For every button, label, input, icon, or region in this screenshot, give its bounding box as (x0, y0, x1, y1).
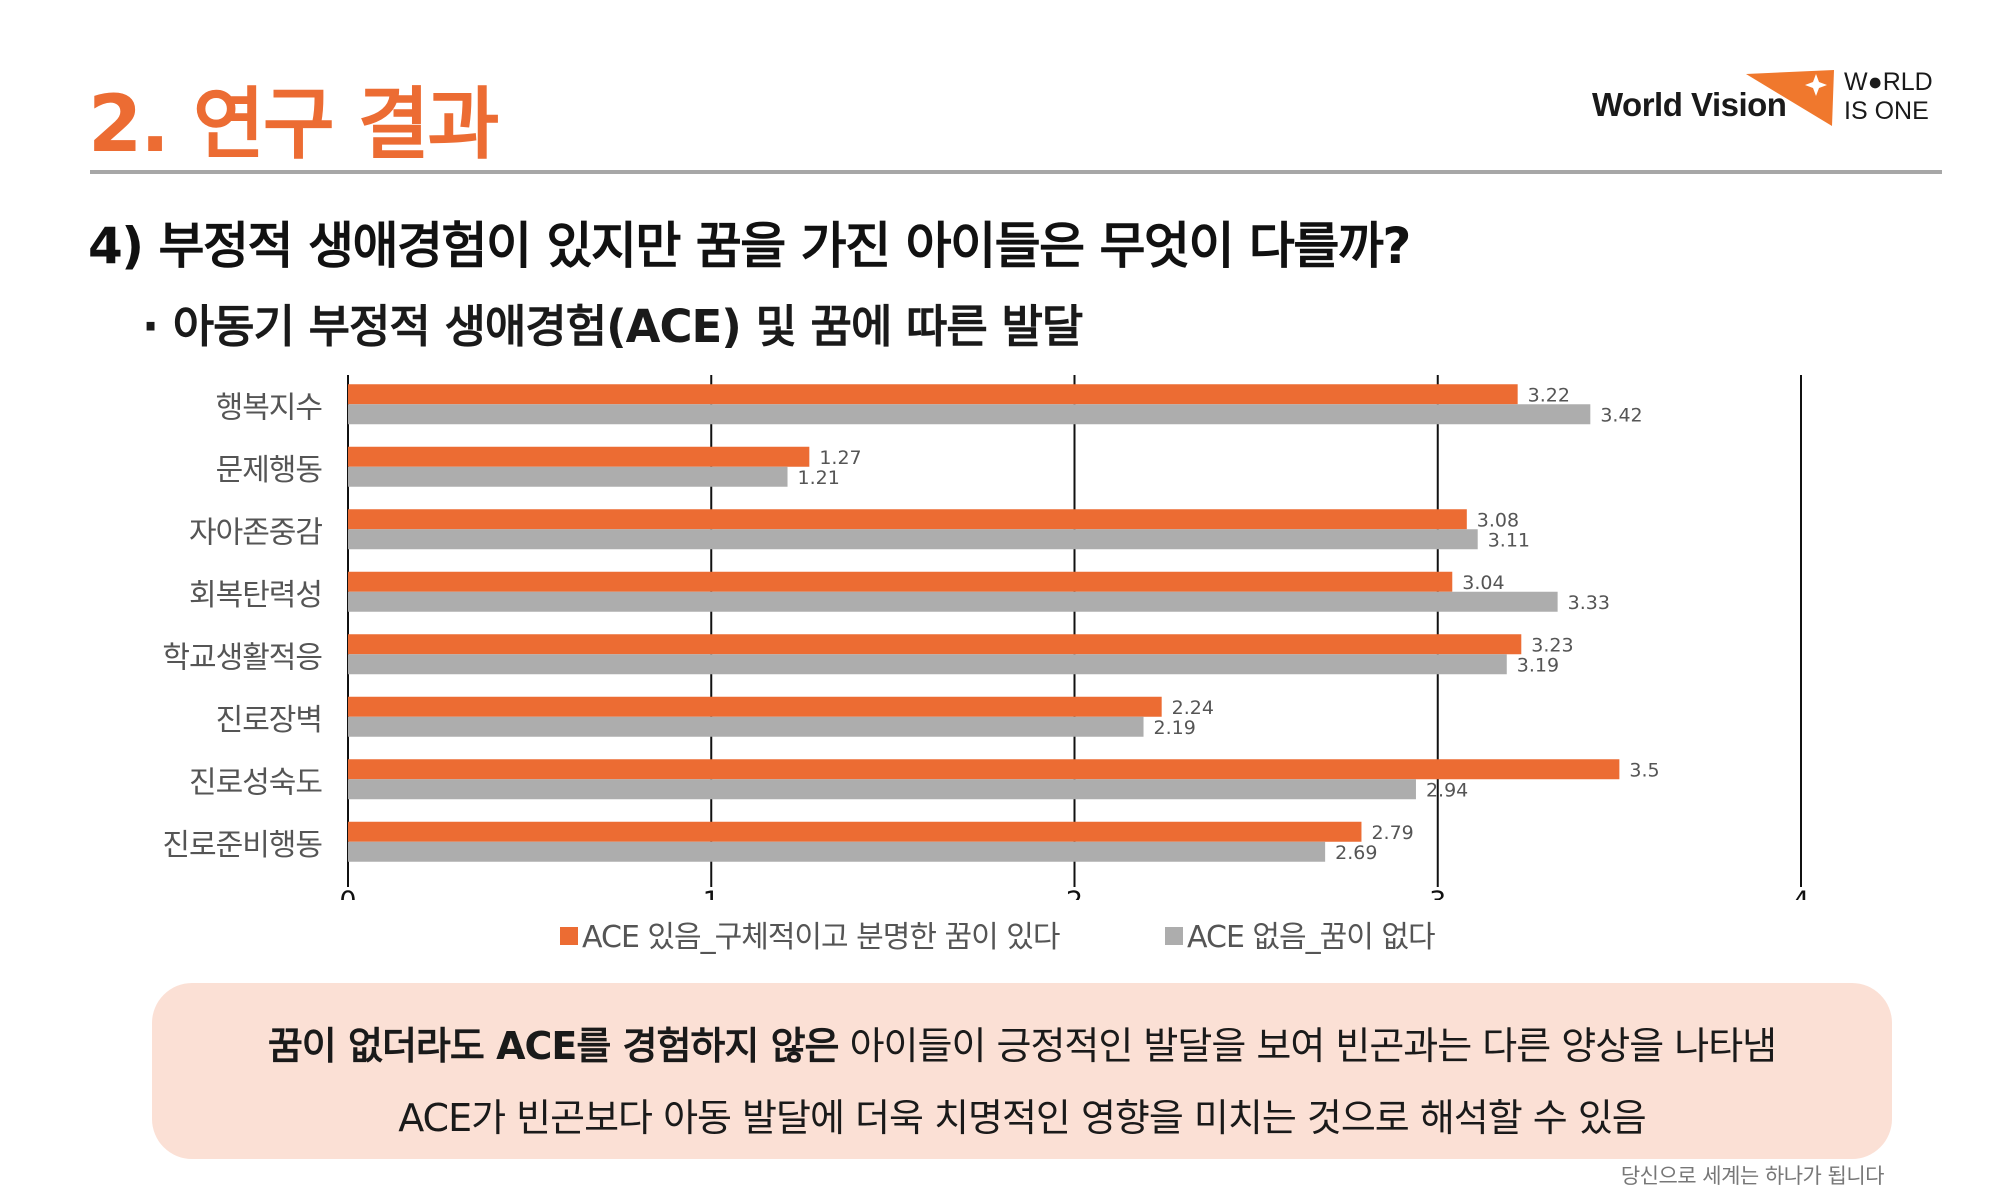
bar-no-ace-no-dream (348, 466, 788, 487)
category-label: 진로성숙도 (189, 765, 322, 800)
bar-no-ace-no-dream (348, 779, 1416, 800)
bar-ace-with-dream (348, 384, 1518, 405)
data-label: 3.04 (1462, 572, 1504, 594)
conclusion-highlight: 꿈이 없더라도 ACE를 경험하지 않은 (267, 1024, 840, 1068)
bar-ace-with-dream (348, 696, 1162, 717)
brand-tagline: W●RLD IS ONE (1844, 68, 1933, 126)
bar-ace-with-dream (348, 571, 1453, 592)
category-label: 행복지수 (216, 390, 322, 425)
legend-label: ACE 있음_구체적이고 분명한 꿈이 있다 (582, 920, 1060, 955)
bar-chart: 01234행복지수3.223.42문제행동1.271.21자아존중감3.083.… (162, 375, 1810, 900)
legend-swatch-gray (1165, 927, 1183, 945)
x-tick-label: 4 (1792, 886, 1809, 900)
bar-ace-with-dream (348, 634, 1522, 655)
data-label: 2.69 (1335, 842, 1377, 864)
conclusion-text: 아이들이 긍정적인 발달을 보여 빈곤과는 다른 양상을 나타냄 (838, 1024, 1778, 1068)
data-label: 3.5 (1629, 759, 1659, 781)
brand-name: World Vision (1592, 86, 1787, 123)
brand-tagline-world: W●RLD (1844, 68, 1933, 96)
data-label: 3.33 (1568, 592, 1610, 614)
footer-slogan: 당신으로 세계는 하나가 됩니다 (1620, 1164, 1885, 1188)
conclusion-line-2: ACE가 빈곤보다 아동 발달에 더욱 치명적인 영향을 미치는 것으로 해석할… (398, 1096, 1647, 1140)
bar-ace-with-dream (348, 446, 810, 467)
x-tick-label: 0 (339, 886, 356, 900)
category-label: 자아존중감 (189, 515, 322, 550)
bar-ace-with-dream (348, 759, 1620, 780)
bar-no-ace-no-dream (348, 716, 1144, 737)
data-label: 2.19 (1154, 717, 1196, 739)
x-tick-label: 3 (1429, 886, 1446, 900)
data-label: 2.94 (1426, 779, 1468, 801)
section-title: 2. 연구 결과 (88, 80, 499, 170)
bar-ace-with-dream (348, 509, 1467, 530)
data-label: 3.23 (1531, 634, 1573, 656)
conclusion-box: 꿈이 없더라도 ACE를 경험하지 않은 아이들이 긍정적인 발달을 보여 빈곤… (152, 983, 1892, 1159)
category-label: 학교생활적응 (162, 640, 322, 675)
header-divider (90, 170, 1942, 174)
bar-no-ace-no-dream (348, 841, 1326, 862)
data-label: 3.22 (1528, 384, 1570, 406)
bar-no-ace-no-dream (348, 404, 1591, 425)
x-tick-label: 2 (1066, 886, 1083, 900)
data-label: 3.08 (1477, 509, 1519, 531)
slide-question: 4) 부정적 생애경험이 있지만 꿈을 가진 아이들은 무엇이 다를까? (88, 217, 1411, 275)
category-label: 진로준비행동 (162, 828, 322, 863)
legend-label: ACE 없음_꿈이 없다 (1187, 920, 1436, 955)
data-label: 1.27 (819, 447, 861, 469)
category-label: 문제행동 (216, 453, 323, 488)
bar-no-ace-no-dream (348, 591, 1558, 612)
legend-item-ace-with-dream: ACE 있음_구체적이고 분명한 꿈이 있다 (560, 912, 1060, 956)
legend-swatch-orange (560, 927, 578, 945)
chart-subtitle: · 아동기 부정적 생애경험(ACE) 및 꿈에 따른 발달 (142, 300, 1083, 353)
star-flag-icon (1746, 70, 1834, 126)
data-label: 2.24 (1172, 697, 1214, 719)
bar-no-ace-no-dream (348, 654, 1507, 675)
legend-item-no-ace-no-dream: ACE 없음_꿈이 없다 (1165, 912, 1436, 956)
bar-no-ace-no-dream (348, 529, 1478, 550)
category-label: 회복탄력성 (189, 578, 322, 613)
conclusion-line-1: 꿈이 없더라도 ACE를 경험하지 않은 아이들이 긍정적인 발달을 보여 빈곤… (152, 1015, 1892, 1070)
category-label: 진로장벽 (216, 703, 322, 738)
data-label: 3.19 (1517, 654, 1559, 676)
x-tick-label: 1 (703, 886, 720, 900)
brand-tagline-is-one: IS ONE (1844, 97, 1929, 125)
data-label: 1.21 (798, 467, 840, 489)
data-label: 2.79 (1371, 822, 1413, 844)
data-label: 3.42 (1600, 404, 1642, 426)
world-vision-logo: World Vision W●RLD IS ONE (1592, 64, 1952, 134)
bar-ace-with-dream (348, 821, 1362, 842)
star-shape (1805, 74, 1827, 96)
data-label: 3.11 (1488, 529, 1530, 551)
